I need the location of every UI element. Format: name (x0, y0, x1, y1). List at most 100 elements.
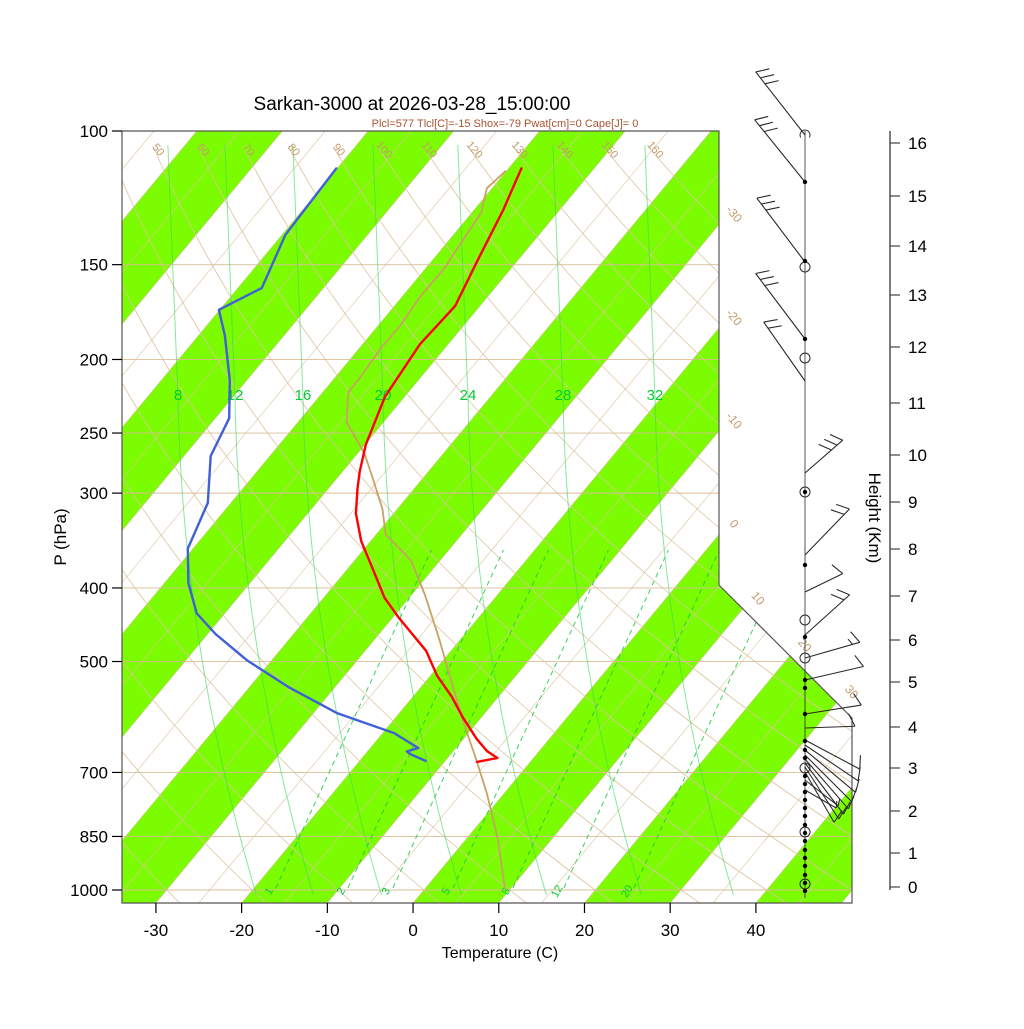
temperature-tick-label: -30 (144, 921, 169, 940)
station-dot-marker (802, 179, 808, 185)
dry-adiabat-label: 90 (330, 142, 347, 159)
pressure-tick-label: 300 (80, 484, 108, 503)
mixing-ratio-label: 8 (500, 886, 513, 897)
height-tick-label: 9 (908, 493, 917, 512)
height-tick-label: 15 (908, 187, 927, 206)
station-dot-marker (802, 685, 808, 691)
pressure-tick-label: 850 (80, 827, 108, 846)
isotherm-label: 10 (748, 589, 768, 608)
pressure-tick-label: 100 (80, 122, 108, 141)
station-circle-marker (799, 652, 811, 664)
station-dot-marker (802, 888, 808, 894)
station-dot-marker (802, 634, 808, 640)
dewpoint-curve (186, 167, 427, 763)
station-dot-marker (802, 847, 808, 853)
mixing-ratio-label: 12 (549, 883, 566, 900)
temperature-curve (354, 167, 523, 764)
station-dot-marker (802, 562, 808, 568)
station-circle-marker (799, 486, 811, 498)
pressure-tick-label: 1000 (70, 881, 108, 900)
isotherm-label: 0 (727, 517, 742, 531)
station-dot-marker (802, 838, 808, 844)
pressure-tick-label: 500 (80, 653, 108, 672)
station-dot-marker (802, 711, 808, 717)
station-dot-marker (802, 258, 808, 264)
height-tick-label: 10 (908, 446, 927, 465)
station-dot-marker (802, 805, 808, 811)
isotherm-label: -10 (723, 409, 745, 432)
station-dot-marker (802, 822, 808, 828)
pressure-axis-title: P (hPa) (51, 508, 70, 565)
dry-adiabat-label: 50 (149, 142, 166, 159)
station-dot-marker (802, 855, 808, 861)
station-dot-marker (802, 781, 808, 787)
pressure-tick-label: 250 (80, 424, 108, 443)
station-dot-marker (802, 773, 808, 779)
height-tick-label: 5 (908, 673, 917, 692)
moist-adiabat-label: 8 (174, 387, 182, 404)
station-dot-marker (802, 880, 808, 886)
temperature-tick-label: -10 (315, 921, 340, 940)
height-tick-label: 4 (908, 718, 917, 737)
mixing-ratio-label: 3 (380, 886, 393, 897)
temperature-tick-label: 30 (661, 921, 680, 940)
station-dot-marker (802, 755, 808, 761)
temperature-tick-label: 10 (489, 921, 508, 940)
mixing-ratio-label: 2 (335, 886, 348, 897)
station-dot-marker (802, 677, 808, 683)
pressure-tick-label: 200 (80, 350, 108, 369)
moist-adiabat-label: 12 (227, 387, 244, 404)
station-circle-marker (799, 614, 811, 626)
dry-adiabat-label: 160 (644, 139, 665, 161)
station-dot-marker (802, 797, 808, 803)
chart-title: Sarkan-3000 at 2026-03-28_15:00:00 (254, 94, 571, 115)
station-circle-marker (799, 762, 811, 774)
height-tick-label: 6 (908, 631, 917, 650)
moist-adiabat-label: 16 (295, 387, 312, 404)
height-tick-label: 14 (908, 237, 927, 256)
height-tick-label: 2 (908, 802, 917, 821)
station-semicircle-marker (799, 129, 811, 138)
station-dot-marker (802, 747, 808, 753)
plot-border (121, 130, 853, 904)
station-dot-marker (802, 489, 808, 495)
pressure-tick-label: 150 (80, 256, 108, 275)
mixing-ratio-label: 20 (619, 883, 636, 900)
height-tick-label: 13 (908, 286, 927, 305)
pressure-tick-label: 400 (80, 579, 108, 598)
station-dot-marker (802, 872, 808, 878)
wind-barb-column (754, 68, 864, 898)
station-dot-marker (802, 789, 808, 795)
height-tick-label: 16 (908, 134, 927, 153)
mixing-ratio-label: 1 (263, 886, 276, 897)
station-dot-marker (802, 813, 808, 819)
moist-adiabat-label: 24 (460, 387, 477, 404)
height-tick-label: 3 (908, 759, 917, 778)
isotherm-label: -20 (723, 306, 745, 329)
station-dot-marker (802, 863, 808, 869)
temperature-tick-label: 0 (408, 921, 417, 940)
station-dot-marker (802, 830, 808, 836)
height-axis-title: Height (Km) (865, 473, 884, 564)
parcel-curve (345, 170, 507, 890)
temperature-tick-label: 40 (746, 921, 765, 940)
height-tick-label: 8 (908, 540, 917, 559)
height-tick-label: 12 (908, 338, 927, 357)
moist-adiabat-lines (167, 144, 734, 896)
station-circle-marker (799, 352, 811, 364)
dry-adiabat-label: 120 (464, 139, 485, 161)
dry-adiabat-label: 80 (285, 142, 302, 159)
temperature-tick-label: -20 (229, 921, 254, 940)
mixing-ratio-label: 5 (440, 886, 453, 897)
height-tick-label: 11 (908, 394, 926, 413)
height-tick-label: 7 (908, 587, 917, 606)
height-tick-label: 0 (908, 878, 917, 897)
moist-adiabat-label: 28 (555, 387, 572, 404)
temperature-axis-title: Temperature (C) (442, 945, 558, 962)
isotherm-label: 30 (842, 682, 862, 701)
temperature-tick-label: 20 (575, 921, 594, 940)
